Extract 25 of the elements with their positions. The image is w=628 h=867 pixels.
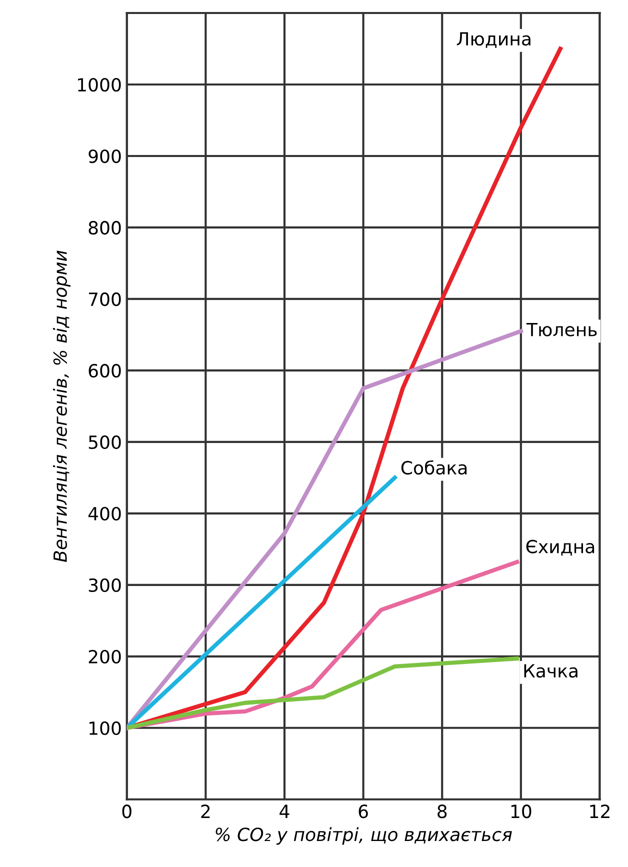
y-axis-title: Вентиляція легенів, % від норми [53,250,70,562]
y-tick-label: 1000 [78,78,121,92]
y-tick-label: 100 [90,721,121,735]
y-tick-label: 300 [88,578,121,592]
x-tick-label: 4 [280,804,290,818]
y-tick-label: 700 [89,292,121,306]
y-tick-label: 400 [88,506,121,521]
x-tick-label: 0 [122,804,132,818]
series-label: Людина [456,32,530,48]
x-tick-label: 6 [358,804,368,818]
line-series [126,656,520,730]
y-tick-label: 600 [88,364,121,378]
y-tick-label: 500 [88,435,121,450]
x-tick-label: 12 [590,804,610,818]
x-axis-title: % CO₂ у повітрі, що вдихається [216,827,512,845]
y-tick-label: 200 [88,650,121,664]
series-label: Тюлень [526,322,597,336]
series-label: Єхидна [526,540,594,556]
x-tick-label: 8 [438,804,447,818]
x-tick-label: 10 [511,804,532,818]
y-tick-label: 800 [88,220,121,235]
series-label: Качка [524,664,578,678]
y-tick-label: 900 [88,149,121,164]
series-label: Собака [401,460,467,475]
x-tick-label: 2 [201,804,210,818]
